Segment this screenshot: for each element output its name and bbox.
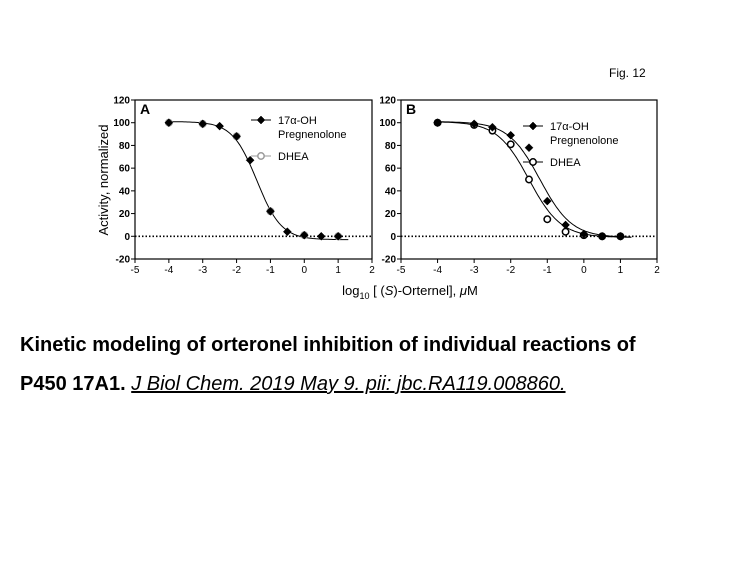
plot-frame — [400, 99, 658, 260]
y-tick-label: -20 — [382, 255, 397, 266]
citation-link[interactable]: J Biol Chem. 2019 May 9. pii: jbc.RA119.… — [131, 373, 566, 395]
x-tick-label: 2 — [369, 265, 375, 276]
data-point-diamond — [542, 196, 552, 206]
caption-title-line1: Kinetic modeling of orteronel inhibition… — [20, 326, 750, 365]
data-point-circle — [543, 215, 552, 224]
xlabel-mid: [ ( — [370, 283, 386, 298]
data-point-circle — [506, 140, 515, 149]
figure-label: Fig. 12 — [609, 66, 646, 80]
y-tick-label: 120 — [113, 96, 130, 107]
data-point-diamond — [299, 230, 309, 240]
data-point-diamond — [164, 118, 174, 128]
x-tick-label: -4 — [433, 265, 442, 276]
data-point-diamond — [597, 231, 607, 241]
data-point-diamond — [524, 143, 534, 153]
data-point-circle — [561, 227, 570, 236]
data-point-diamond — [232, 131, 241, 141]
y-tick-label: 40 — [385, 186, 397, 197]
data-point-diamond — [283, 227, 292, 237]
y-tick-label: 120 — [379, 96, 396, 107]
xlabel-unit-italic: μ — [459, 283, 467, 298]
x-tick-label: -3 — [470, 265, 479, 276]
y-tick-label: 20 — [119, 209, 131, 220]
x-tick-label: -5 — [131, 265, 140, 276]
x-tick-label: -3 — [198, 265, 207, 276]
data-point-diamond — [616, 231, 625, 241]
data-point-diamond — [488, 122, 497, 132]
data-point-diamond — [215, 121, 224, 131]
xlabel-unit: M — [467, 283, 478, 298]
data-point-diamond — [198, 119, 208, 129]
caption-title-end: P450 17A1. — [20, 373, 126, 395]
data-point-diamond — [266, 206, 275, 216]
x-tick-label: -2 — [506, 265, 515, 276]
x-tick-label: -2 — [232, 265, 241, 276]
data-point-diamond — [506, 130, 516, 140]
legend-label: 17α-OH Pregnenolone — [550, 121, 619, 147]
y-tick-label: 100 — [113, 118, 130, 129]
legend-label: DHEA — [278, 151, 309, 163]
data-point-diamond — [579, 229, 589, 239]
y-tick-label: 0 — [124, 232, 130, 243]
data-point-circle — [529, 158, 537, 166]
legend-label: 17α-OH Pregnenolone — [278, 115, 347, 141]
y-tick-label: 100 — [379, 118, 396, 129]
x-tick-label: 0 — [581, 265, 587, 276]
x-tick-label: -1 — [543, 265, 552, 276]
fit-curve — [168, 121, 349, 241]
panel-label: B — [406, 101, 416, 117]
panel-label: A — [140, 101, 150, 117]
data-point-diamond — [333, 231, 343, 241]
x-axis-label: log10 [ (S)-Orternel], μM — [342, 283, 478, 301]
y-tick-label: 60 — [385, 164, 397, 175]
data-point-diamond — [256, 115, 266, 125]
caption-title: Kinetic modeling of orteronel inhibition… — [20, 334, 636, 356]
data-point-diamond — [245, 155, 255, 165]
x-tick-label: 0 — [302, 265, 308, 276]
data-point-circle — [525, 175, 533, 184]
panel-a: -5 -4 -3 -2 -1 0 1 2 -20 0 20 40 60 80 100 120 A 17α-OH Pr… — [113, 96, 375, 277]
y-tick-label: 80 — [385, 141, 397, 152]
data-point-diamond — [316, 231, 326, 241]
x-tick-label: -5 — [397, 265, 406, 276]
legend-label-line: Pregnenolone — [278, 129, 347, 141]
y-tick-label: 40 — [119, 186, 131, 197]
x-tick-label: 1 — [335, 265, 341, 276]
xlabel-post: )-Orternel], — [393, 283, 459, 298]
legend-label: DHEA — [550, 157, 581, 169]
x-tick-label: 2 — [654, 265, 660, 276]
legend-label-line: 17α-OH — [278, 115, 317, 127]
data-point-diamond — [469, 119, 479, 129]
data-point-diamond — [433, 118, 442, 128]
legend-label-line: 17α-OH — [550, 121, 589, 133]
data-point-diamond — [528, 121, 538, 131]
x-tick-label: -1 — [266, 265, 275, 276]
x-tick-label: 1 — [618, 265, 624, 276]
xlabel-italic: S — [385, 283, 394, 298]
data-point-circle — [257, 152, 265, 160]
y-tick-label: -20 — [116, 255, 131, 266]
x-tick-label: -4 — [164, 265, 173, 276]
y-tick-label: 80 — [119, 141, 131, 152]
caption-title-line2: P450 17A1. J Biol Chem. 2019 May 9. pii:… — [20, 365, 750, 404]
y-axis-label: Activity, normalized — [96, 124, 111, 235]
y-tick-label: 60 — [119, 164, 131, 175]
xlabel-sub: 10 — [360, 291, 370, 301]
figure-caption: Kinetic modeling of orteronel inhibition… — [20, 326, 750, 404]
y-tick-label: 0 — [390, 232, 396, 243]
xlabel-prefix: log — [342, 283, 359, 298]
legend-label-line: Pregnenolone — [550, 135, 619, 147]
data-point-diamond — [561, 220, 570, 230]
y-tick-label: 20 — [385, 209, 397, 220]
panel-b: -5 -4 -3 -2 -1 0 1 2 -20 0 20 40 60 80 100 120 B 17α-OH Pr… — [379, 96, 660, 277]
plot-frame — [134, 99, 373, 260]
